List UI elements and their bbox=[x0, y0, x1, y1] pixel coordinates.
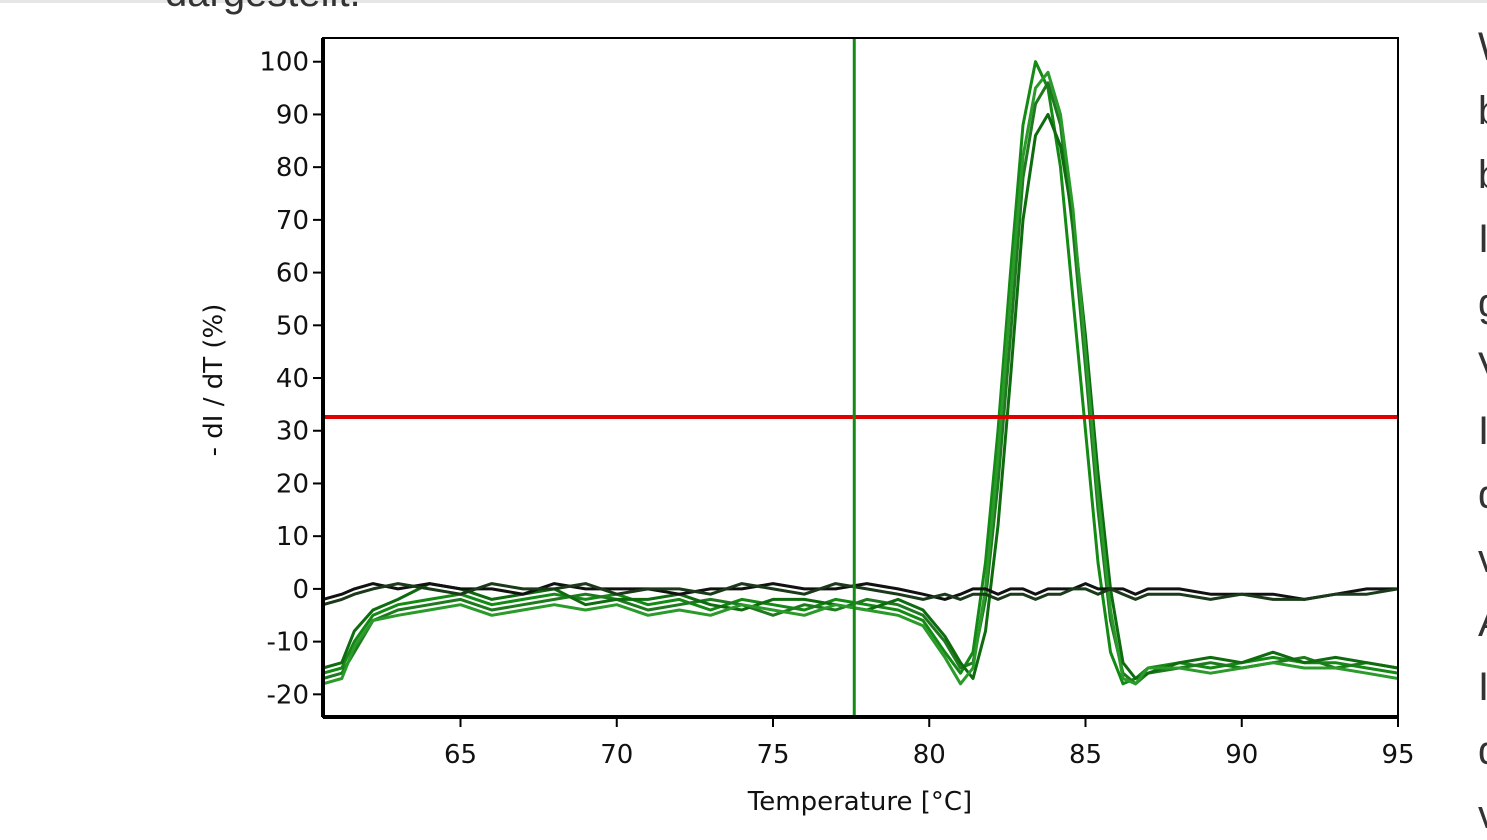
right-text-fragment: b bbox=[1478, 89, 1487, 133]
series-line bbox=[322, 112, 1399, 680]
series-line bbox=[322, 70, 1399, 686]
y-axis-label: - dI / dT (%) bbox=[199, 304, 229, 457]
right-text-fragment: d bbox=[1478, 729, 1487, 773]
y-tick-label: 0 bbox=[292, 575, 309, 605]
x-axis-label: Temperature [°C] bbox=[747, 787, 972, 817]
right-text-fragment: I bbox=[1478, 665, 1487, 709]
right-text-fragment: W bbox=[1478, 25, 1487, 69]
x-tick-label: 65 bbox=[444, 740, 477, 770]
x-tick-label: 70 bbox=[600, 740, 633, 770]
x-tick-label: 95 bbox=[1381, 740, 1414, 770]
y-tick-label: 100 bbox=[259, 48, 309, 78]
top-shadow bbox=[0, 0, 1487, 3]
y-tick-label: 20 bbox=[276, 469, 309, 499]
right-text-fragment: v bbox=[1478, 537, 1487, 581]
y-tick-label: 90 bbox=[276, 100, 309, 130]
series-line bbox=[322, 60, 1399, 686]
right-text-fragment: v bbox=[1478, 793, 1487, 836]
y-tick-label: 70 bbox=[276, 206, 309, 236]
x-tick-label: 90 bbox=[1225, 740, 1258, 770]
right-text-fragment: I bbox=[1478, 217, 1487, 261]
x-tick-label: 80 bbox=[913, 740, 946, 770]
y-tick-label: -20 bbox=[267, 680, 309, 710]
y-tick-label: -10 bbox=[267, 628, 309, 658]
y-tick-label: 80 bbox=[276, 153, 309, 183]
y-tick-label: 60 bbox=[276, 259, 309, 289]
plot-frame bbox=[322, 37, 1399, 718]
right-text-fragment: d bbox=[1478, 473, 1487, 517]
right-text-fragment: I bbox=[1478, 409, 1487, 453]
x-tick-label: 75 bbox=[756, 740, 789, 770]
right-text-fragment: V bbox=[1478, 345, 1487, 389]
right-text-fragment: b bbox=[1478, 153, 1487, 197]
series-line bbox=[322, 582, 1398, 601]
y-tick-label: 30 bbox=[276, 417, 309, 447]
right-text-fragment: A bbox=[1478, 601, 1487, 645]
y-tick-label: 50 bbox=[276, 311, 309, 341]
series-line bbox=[322, 582, 1399, 607]
y-tick-label: 40 bbox=[276, 364, 309, 394]
x-tick-label: 85 bbox=[1069, 740, 1102, 770]
right-text-fragment: g bbox=[1478, 281, 1487, 325]
series-line bbox=[322, 81, 1399, 686]
top-text-fragment: dargestellt. bbox=[165, 0, 361, 15]
y-tick-label: 10 bbox=[276, 522, 309, 552]
